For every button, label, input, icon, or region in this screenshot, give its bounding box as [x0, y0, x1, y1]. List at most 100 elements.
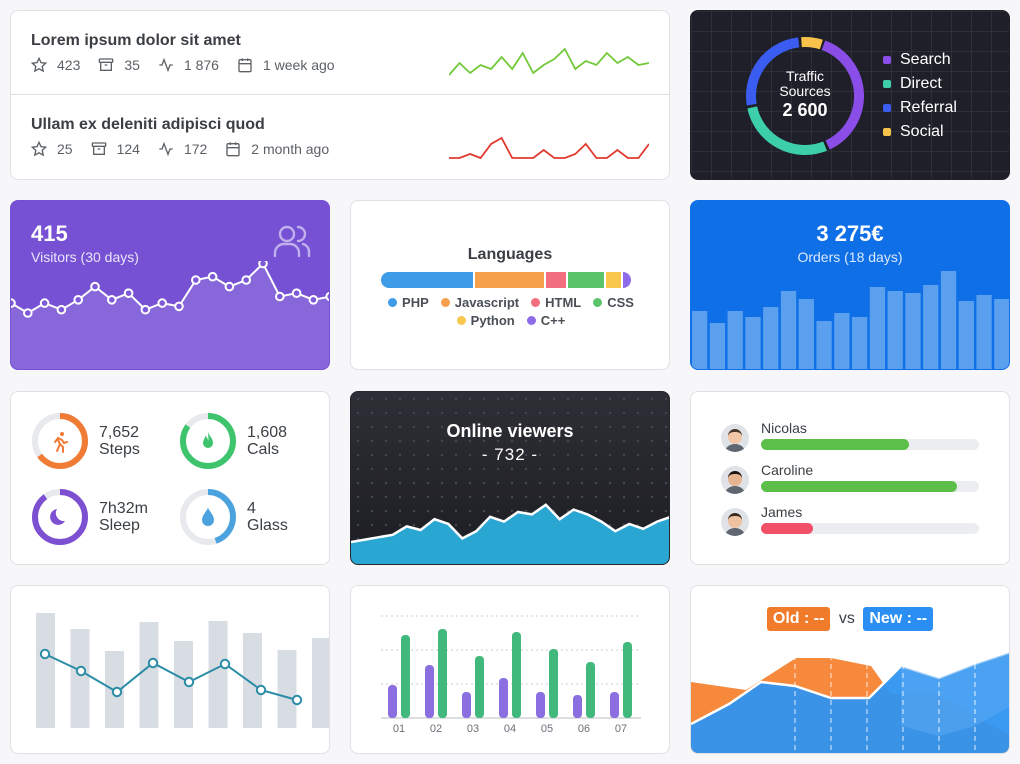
user-progress-card: Nicolas Caroline James	[690, 391, 1010, 565]
orders-bar	[727, 311, 743, 369]
legend-label: Social	[900, 123, 944, 140]
vs-label: vs	[838, 610, 855, 627]
health-progress-arc	[32, 489, 88, 545]
legend-label: Referral	[900, 99, 957, 116]
post-item[interactable]: Lorem ipsum dolor sit amet 423 35 1 876 1 we…	[11, 11, 669, 95]
orders-bar	[869, 287, 886, 369]
green-bar	[549, 649, 558, 718]
calendar-icon	[237, 57, 258, 73]
language-legend-item: Javascript	[440, 295, 519, 310]
post-meta: 25 124 172 2 month ago	[31, 141, 347, 157]
progress-track	[761, 481, 979, 492]
post-date-value: 2 month ago	[251, 141, 330, 157]
orders-bar	[958, 301, 974, 369]
post-title[interactable]: Lorem ipsum dolor sit amet	[31, 32, 241, 49]
legend-item: Direct	[883, 72, 957, 96]
user-name: James	[761, 504, 803, 520]
health-label: Glass	[247, 517, 288, 534]
purple-bar	[573, 695, 582, 718]
star-icon	[31, 57, 52, 73]
x-tick-label: 05	[541, 723, 553, 735]
legend-swatch	[883, 104, 891, 112]
traffic-total: 2 600	[782, 100, 828, 120]
viewers-line	[351, 503, 669, 544]
comparison-card: Old : -- vs New : --	[690, 585, 1010, 754]
health-value: 7h32m	[99, 500, 148, 517]
visitors-point	[90, 281, 100, 292]
language-dot	[388, 298, 398, 307]
user-progress-row: Nicolas	[721, 420, 979, 456]
users-icon	[273, 225, 311, 258]
post-stars: 25	[31, 141, 73, 157]
language-legend-item: CSS	[593, 295, 634, 310]
avatar	[721, 508, 749, 536]
post-item[interactable]: Ullam ex deleniti adipisci quod 25 124 172 2…	[11, 95, 669, 179]
online-viewers-card: Online viewers - 732 -	[350, 391, 670, 565]
green-bar	[475, 656, 484, 718]
orders-label: Orders (18 days)	[797, 249, 903, 265]
post-archives: 35	[98, 57, 140, 73]
language-legend-item: HTML	[531, 295, 581, 310]
orders-bar	[780, 291, 797, 369]
visitors-point	[291, 288, 302, 299]
orders-bar	[834, 313, 850, 369]
post-title[interactable]: Ullam ex deleniti adipisci quod	[31, 116, 265, 133]
green-bar	[438, 629, 447, 718]
purple-bar	[499, 678, 508, 718]
new-badge: New : --	[863, 607, 934, 631]
traffic-donut-chart	[746, 37, 864, 155]
orders-bar	[816, 321, 832, 369]
gray-bar	[139, 622, 159, 728]
orders-card: 3 275€ Orders (18 days)	[690, 200, 1010, 370]
grid-background	[691, 11, 1009, 179]
sparkline-line	[449, 136, 649, 160]
languages-legend: PHP Javascript HTML CSS Python C++	[376, 295, 646, 331]
progress-fill	[761, 481, 958, 492]
languages-stacked-bar	[381, 272, 641, 288]
language-name: HTML	[545, 295, 582, 310]
visitors-point	[107, 295, 117, 305]
flame-icon	[203, 432, 213, 448]
visitors-point	[308, 295, 319, 305]
orders-bar	[994, 299, 1009, 369]
traffic-title-line1: Traffic	[785, 68, 825, 84]
running-icon	[54, 432, 68, 453]
visitors-point	[123, 288, 134, 299]
health-stats-card: 7,652 Steps 1,608 Cals 7h32m Sleep 4 Glass	[10, 391, 330, 565]
gray-bar	[243, 633, 262, 728]
sparkline-line	[449, 47, 649, 76]
grouped-bar-chart: 01 02 03 04 05 06 07	[381, 615, 641, 735]
star-icon	[31, 141, 52, 157]
user-name: Nicolas	[761, 420, 807, 436]
post-stars: 423	[31, 57, 80, 73]
trend-point	[183, 676, 195, 688]
trend-point	[219, 658, 231, 670]
language-legend-item: Python	[456, 313, 515, 328]
language-segment	[381, 272, 473, 288]
health-stat: 4 Glass	[179, 488, 288, 546]
traffic-legend: Search Direct Referral Social	[883, 48, 957, 144]
language-dot	[531, 298, 541, 307]
health-text: 7h32m Sleep	[99, 500, 148, 534]
post-activity: 1 876	[158, 57, 219, 73]
language-dot	[526, 316, 536, 325]
health-ring	[180, 489, 236, 545]
viewers-title: Online viewers	[446, 421, 574, 441]
progress-fill	[761, 439, 910, 450]
health-progress-arc	[32, 413, 88, 469]
visitors-card: 415 Visitors (30 days)	[10, 200, 330, 370]
orders-bar	[798, 299, 814, 369]
visitors-point	[207, 271, 218, 282]
x-tick-label: 04	[504, 723, 516, 735]
visitors-area-chart	[11, 261, 329, 369]
legend-item: Social	[883, 120, 957, 144]
activity-icon	[158, 141, 179, 157]
language-segment	[545, 272, 567, 288]
green-bar	[512, 632, 521, 718]
green-bar	[401, 635, 410, 718]
health-ring	[32, 489, 88, 545]
health-stat: 7,652 Steps	[31, 412, 140, 470]
purple-bar	[610, 692, 619, 718]
language-legend-item: PHP	[388, 295, 429, 310]
health-ring	[180, 413, 236, 469]
